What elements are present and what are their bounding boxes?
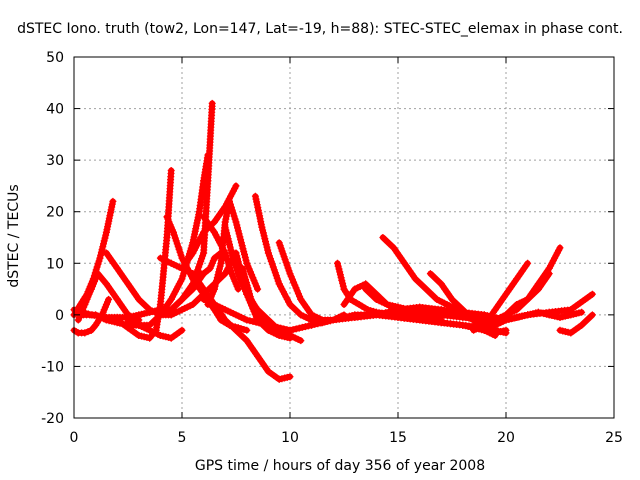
data-point [93, 263, 101, 271]
series-track [200, 213, 242, 293]
data-point [502, 329, 510, 337]
data-point [224, 258, 232, 266]
data-point [249, 318, 257, 325]
y-tick-label: -10 [41, 359, 64, 375]
x-axis-label: GPS time / hours of day 356 of year 2008 [195, 458, 485, 474]
x-tick-label: 15 [389, 430, 407, 446]
series-track [513, 308, 586, 321]
data-point [178, 326, 186, 334]
y-axis-label: dSTEC / TECUs [6, 184, 22, 287]
data-point [234, 285, 242, 293]
y-tick-label: 10 [46, 256, 64, 272]
y-tick-label: 50 [46, 50, 64, 66]
data-point [228, 206, 236, 214]
data-point [232, 182, 240, 190]
data-point [295, 324, 303, 332]
data-point [252, 318, 260, 326]
y-tick-label: 30 [46, 153, 64, 169]
data-point [237, 236, 245, 244]
data-point [242, 256, 250, 264]
x-tick-label: 20 [497, 430, 515, 446]
data-point [588, 311, 596, 319]
series-layer [70, 99, 596, 383]
data-point [226, 264, 234, 272]
data-point [243, 326, 251, 334]
series-track [189, 270, 294, 383]
data-point [556, 244, 564, 252]
y-tick-label: 20 [46, 205, 64, 221]
data-point [232, 264, 240, 272]
data-point [484, 312, 491, 320]
series-track [239, 264, 305, 345]
data-point [301, 323, 309, 331]
data-point [109, 197, 117, 205]
data-point [305, 322, 312, 330]
data-point [524, 259, 532, 267]
data-point [84, 328, 92, 336]
data-point [588, 290, 596, 298]
plot-frame [73, 56, 615, 419]
data-point [95, 257, 103, 265]
series-line [252, 193, 347, 326]
data-point [493, 314, 501, 322]
y-tick-label: 40 [46, 102, 64, 118]
data-point [81, 329, 89, 337]
data-point [231, 258, 238, 266]
data-point [298, 323, 306, 331]
data-point [289, 326, 297, 334]
data-point [578, 308, 586, 316]
data-point [167, 167, 175, 174]
data-point [297, 337, 305, 345]
data-point [292, 325, 300, 333]
data-point [487, 312, 495, 320]
data-point [255, 319, 263, 327]
data-point [234, 224, 241, 232]
data-point [480, 311, 488, 319]
data-point [105, 295, 113, 303]
data-point [229, 252, 237, 260]
data-point [226, 200, 234, 208]
data-point [254, 285, 262, 293]
data-point [243, 316, 251, 324]
data-point [241, 250, 248, 258]
y-tick-label: 0 [55, 308, 64, 324]
x-tick-label: 0 [70, 430, 79, 446]
data-point [545, 270, 553, 278]
data-point [235, 230, 243, 238]
x-tick-label: 10 [281, 430, 299, 446]
chart-title: dSTEC Iono. truth (tow2, Lon=147, Lat=-1… [17, 21, 623, 37]
x-tick-label: 25 [605, 430, 623, 446]
data-point [391, 306, 399, 314]
series-track [251, 192, 348, 327]
series-track [556, 311, 596, 337]
data-point [286, 373, 294, 381]
x-tick-label: 5 [178, 430, 187, 446]
y-tick-label: -20 [41, 411, 64, 427]
data-point [232, 218, 240, 226]
data-point [208, 99, 216, 107]
data-point [238, 242, 246, 250]
ticks: 0 5 10 15 20 25 -20 -10 0 10 20 30 40 50 [41, 50, 623, 446]
data-point [246, 317, 254, 325]
data-point [230, 212, 238, 220]
grid [74, 57, 614, 418]
data-point [490, 313, 498, 321]
series-track [124, 151, 212, 329]
